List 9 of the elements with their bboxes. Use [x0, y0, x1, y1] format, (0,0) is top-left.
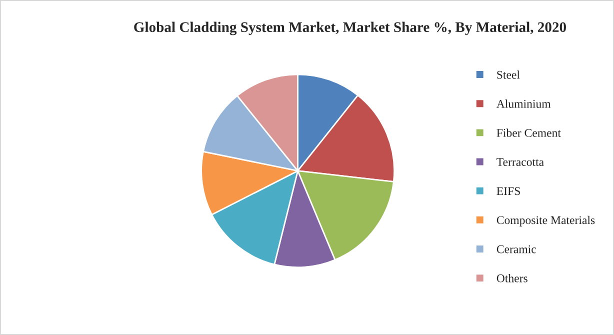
legend-label: Others [496, 274, 528, 282]
legend-label: EIFS [496, 187, 520, 196]
legend-label: Ceramic [496, 245, 536, 254]
legend-label: Steel [497, 70, 520, 79]
legend-label: Fiber Cement [496, 128, 561, 137]
legend-label: Terracotta [496, 158, 544, 166]
legend-label: Aluminium [496, 100, 551, 108]
chart-title: Global Cladding System Market, Market Share %, By Material, 2020 [134, 22, 566, 36]
legend-label: Composite Materials [496, 216, 595, 227]
